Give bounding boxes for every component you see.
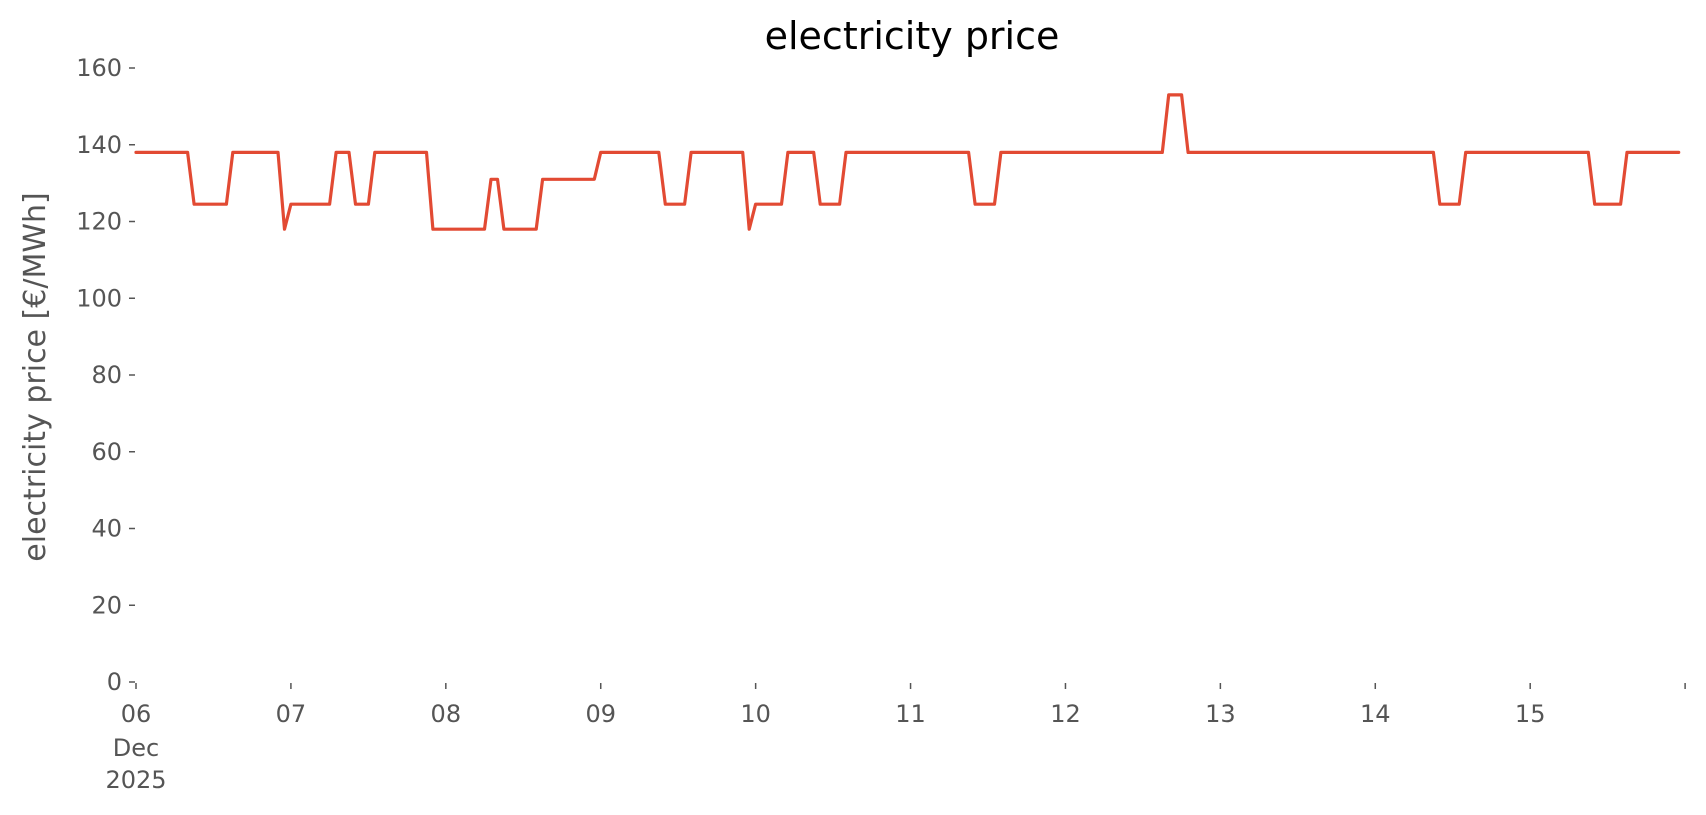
y-tick-label: 40 (91, 515, 122, 543)
price-series-line (134, 93, 1681, 231)
y-tick-label: 160 (76, 54, 122, 82)
x-tick-label: 14 (1360, 700, 1391, 728)
y-tick-label: 140 (76, 131, 122, 159)
x-tick-label: 11 (895, 700, 926, 728)
y-tick-label: 60 (91, 438, 122, 466)
x-tick-label: 10 (740, 700, 771, 728)
chart-title: electricity price (765, 14, 1060, 58)
x-tick-label: 08 (431, 700, 462, 728)
y-tick-label: 20 (91, 591, 122, 619)
x-tick-label: 09 (585, 700, 616, 728)
plot-area (134, 93, 1681, 231)
y-tick-label: 0 (107, 668, 122, 696)
y-tick-label: 100 (76, 284, 122, 312)
y-axis-title: electricity price [€/MWh] (18, 192, 53, 561)
x-tick-sublabel: Dec (113, 734, 159, 762)
x-tick-label: 07 (276, 700, 307, 728)
y-axis: 0 20 40 60 80 100 120 140 160 (76, 54, 135, 696)
x-tick-sublabel: 2025 (105, 766, 166, 794)
x-tick-label: 06 (121, 700, 152, 728)
x-tick-label: 12 (1050, 700, 1081, 728)
y-tick-label: 80 (91, 361, 122, 389)
y-tick-label: 120 (76, 208, 122, 236)
x-tick-label: 15 (1515, 700, 1546, 728)
x-axis: 06 Dec 2025 07 08 09 10 11 12 13 14 15 (105, 683, 1686, 794)
x-tick-label: 13 (1205, 700, 1236, 728)
